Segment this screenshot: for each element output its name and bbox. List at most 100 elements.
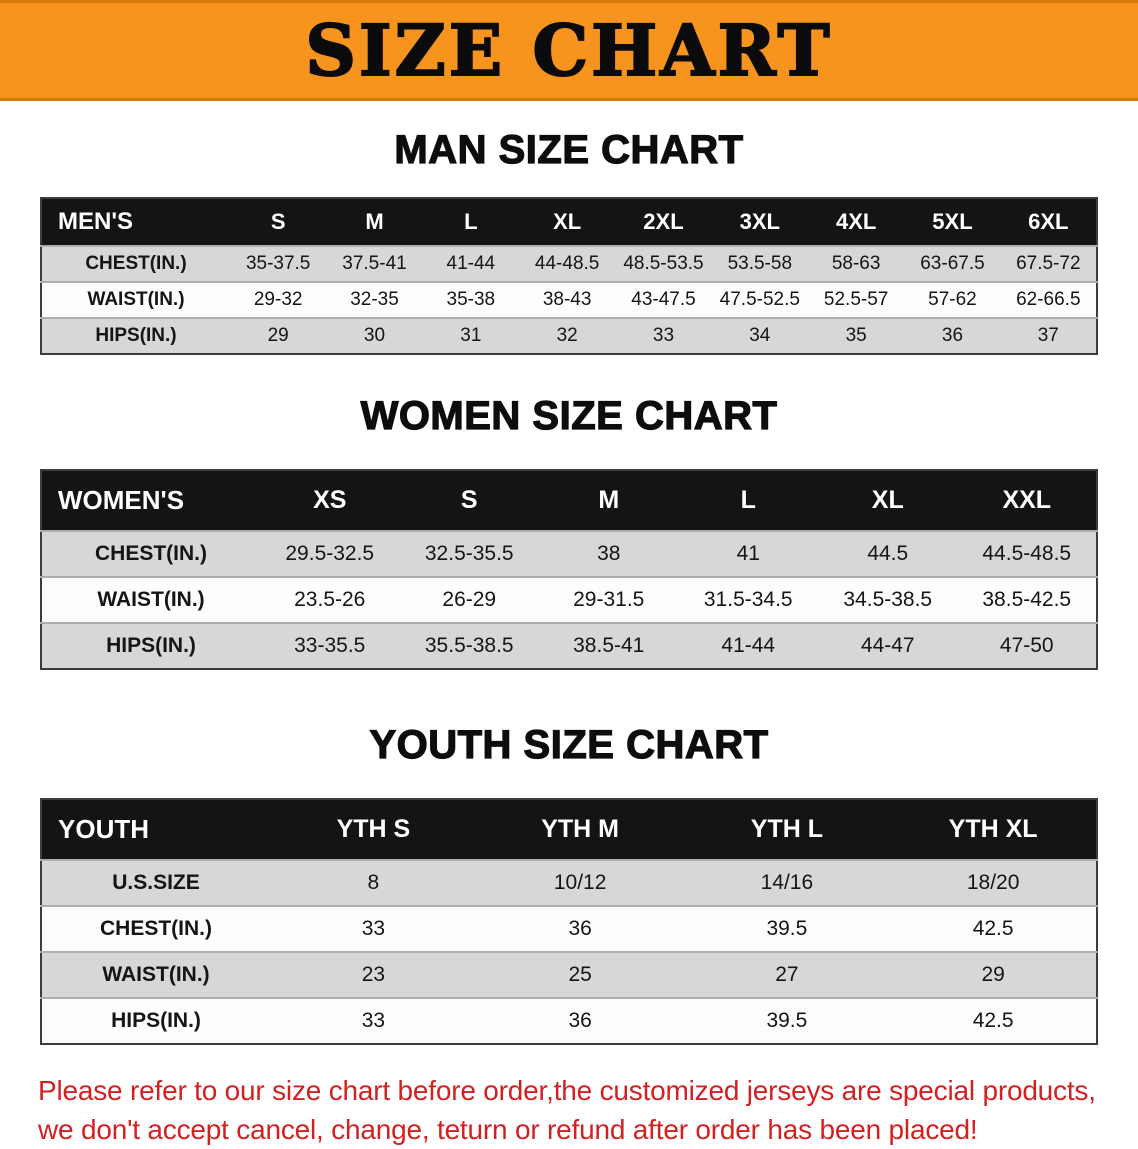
size-column-header: 4XL [807, 198, 905, 246]
size-value-cell: 67.5-72 [1016, 253, 1081, 274]
size-value-cell: 36 [941, 325, 964, 346]
size-value-cell: 39.5 [766, 1009, 808, 1032]
size-value-cell: 39.5 [766, 917, 808, 940]
footer-note: Please refer to our size chart before or… [0, 1071, 1138, 1149]
row-label-cell: HIPS(IN.) [95, 325, 177, 346]
size-column-header: XL [818, 470, 958, 531]
size-value-cell: 35 [845, 325, 867, 346]
man-size-section: MAN SIZE CHART MEN'S S M L XL 2XL 3XL 4XL 5XL 6XL… [0, 127, 1138, 355]
banner: SIZE CHART [0, 0, 1138, 101]
size-value-cell: 8 [367, 871, 380, 894]
row-label-cell: HIPS(IN.) [111, 1009, 201, 1032]
size-value-cell: 33 [652, 325, 675, 346]
row-label-cell: WAIST(IN.) [87, 289, 185, 310]
size-value-cell: 32.5-35.5 [424, 542, 514, 565]
size-column-header: S [399, 470, 539, 531]
table-title-cell: MEN'S [41, 198, 230, 246]
row-label-cell: WAIST(IN.) [97, 588, 205, 611]
size-value-cell: 31 [460, 325, 482, 346]
table-row: U.S.SIZE 8 10/12 14/16 18/20 [41, 860, 1097, 906]
row-label-cell: U.S.SIZE [112, 871, 200, 894]
size-value-cell: 25 [568, 963, 592, 986]
table-title-cell: WOMEN'S [41, 470, 260, 531]
size-value-cell: 47-50 [999, 634, 1054, 657]
youth-size-section: YOUTH SIZE CHART YOUTH YTH S YTH M YTH L YTH… [0, 722, 1138, 1045]
size-value-cell: 53.5-58 [727, 253, 793, 274]
size-value-cell: 38.5-42.5 [982, 588, 1072, 611]
size-value-cell: 47.5-52.5 [719, 289, 800, 310]
banner-title: SIZE CHART [304, 8, 833, 92]
size-value-cell: 58-63 [831, 253, 881, 274]
size-value-cell: 30 [363, 325, 386, 346]
size-value-cell: 63-67.5 [920, 253, 985, 274]
size-value-cell: 38.5-41 [573, 634, 645, 657]
size-value-cell: 23 [361, 963, 386, 986]
size-value-cell: 36 [568, 917, 592, 940]
size-value-cell: 41 [736, 542, 760, 565]
size-value-cell: 37.5-41 [342, 253, 407, 274]
size-value-cell: 18/20 [966, 871, 1020, 894]
row-label-cell: CHEST(IN.) [100, 917, 212, 940]
size-value-cell: 36 [568, 1009, 592, 1032]
size-column-header: XXL [957, 470, 1097, 531]
size-value-cell: 29 [981, 963, 1005, 986]
size-column-header: L [678, 470, 818, 531]
size-column-header: XL [518, 198, 616, 246]
size-value-cell: 44-48.5 [534, 253, 600, 274]
table-title-cell: YOUTH [41, 799, 270, 860]
size-column-header: S [230, 198, 327, 246]
size-column-header: XS [260, 470, 400, 531]
size-value-cell: 35.5-38.5 [424, 634, 514, 657]
size-column-header: 3XL [711, 198, 808, 246]
size-column-header: M [326, 198, 423, 246]
size-value-cell: 29-32 [253, 289, 303, 310]
row-label-cell: WAIST(IN.) [102, 963, 210, 986]
table-row: HIPS(IN.) 33-35.5 35.5-38.5 38.5-41 41-44 44-… [41, 623, 1097, 669]
table-header-row: WOMEN'S XS S M L XL XXL [41, 470, 1097, 531]
youth-size-table: YOUTH YTH S YTH M YTH L YTH XL U.S.SIZE 8 10/12… [40, 798, 1098, 1045]
women-size-chart-heading: WOMEN SIZE CHART [360, 393, 778, 438]
size-value-cell: 34 [749, 325, 771, 346]
size-value-cell: 33 [361, 917, 386, 940]
size-value-cell: 44.5-48.5 [982, 542, 1072, 565]
size-value-cell: 33-35.5 [294, 634, 366, 657]
size-value-cell: 14/16 [760, 871, 814, 894]
size-value-cell: 42.5 [972, 917, 1014, 940]
size-value-cell: 37 [1037, 325, 1059, 346]
footer-note-line2: we don't accept cancel, change, teturn o… [38, 1114, 978, 1146]
size-column-header: YTH M [476, 799, 684, 860]
size-value-cell: 44-47 [860, 634, 915, 657]
size-column-header: 2XL [615, 198, 712, 246]
man-size-chart-heading: MAN SIZE CHART [394, 127, 744, 172]
table-row: HIPS(IN.) 33 36 39.5 42.5 [41, 998, 1097, 1044]
size-column-header: YTH S [270, 799, 477, 860]
table-row: WAIST(IN.) 23.5-26 26-29 29-31.5 31.5-34.5 34… [41, 577, 1097, 623]
size-value-cell: 31.5-34.5 [703, 588, 793, 611]
size-value-cell: 44.5 [867, 542, 909, 565]
women-size-section: WOMEN SIZE CHART WOMEN'S XS S M L XL XXL CHEST(… [0, 393, 1138, 670]
size-value-cell: 29.5-32.5 [285, 542, 375, 565]
table-row: HIPS(IN.) 29 30 31 32 33 34 35 36 37 [41, 318, 1097, 354]
size-value-cell: 34.5-38.5 [843, 588, 933, 611]
size-value-cell: 29-31.5 [573, 588, 645, 611]
size-value-cell: 32-35 [350, 289, 399, 310]
size-column-header: 5XL [904, 198, 1001, 246]
table-row: CHEST(IN.) 33 36 39.5 42.5 [41, 906, 1097, 952]
size-column-header: L [422, 198, 519, 246]
men-size-table: MEN'S S M L XL 2XL 3XL 4XL 5XL 6XL CHEST(IN.) 35-37… [40, 197, 1098, 355]
size-column-header: M [539, 470, 679, 531]
table-header-row: MEN'S S M L XL 2XL 3XL 4XL 5XL 6XL [41, 198, 1097, 246]
size-value-cell: 41-44 [721, 634, 776, 657]
table-row: CHEST(IN.) 35-37.5 37.5-41 41-44 44-48.5 48.5… [41, 246, 1097, 282]
women-size-table: WOMEN'S XS S M L XL XXL CHEST(IN.) 29.5-32.5 32.5… [40, 469, 1098, 670]
size-value-cell: 52.5-57 [823, 289, 889, 310]
size-column-header: YTH XL [890, 799, 1097, 860]
size-column-header: YTH L [683, 799, 891, 860]
size-value-cell: 41-44 [446, 253, 496, 274]
size-value-cell: 33 [361, 1009, 386, 1032]
row-label-cell: HIPS(IN.) [106, 634, 196, 657]
size-value-cell: 43-47.5 [631, 289, 696, 310]
youth-size-chart-heading: YOUTH SIZE CHART [369, 722, 769, 767]
size-value-cell: 23.5-26 [294, 588, 366, 611]
